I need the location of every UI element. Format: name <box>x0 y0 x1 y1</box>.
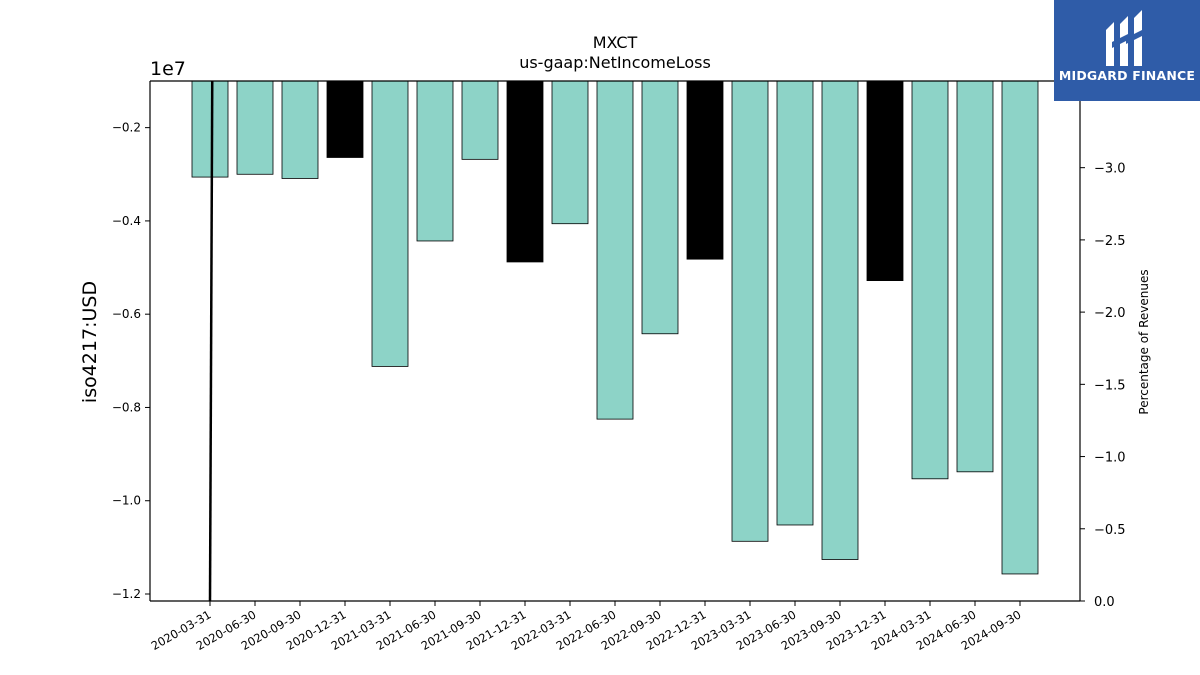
bar <box>191 80 229 178</box>
bar <box>956 80 994 473</box>
y2-tick-label: −2.0 <box>1094 306 1126 321</box>
y-tick-label: −0.4 <box>112 214 141 228</box>
bar <box>821 80 859 560</box>
bar <box>371 80 409 367</box>
bar <box>686 80 724 260</box>
mf-monogram-icon <box>1106 10 1142 66</box>
bar <box>551 80 589 225</box>
bar <box>776 80 814 526</box>
y2-tick-label: −1.0 <box>1094 451 1126 466</box>
bar <box>506 80 544 263</box>
y-tick-label: −0.8 <box>112 400 141 414</box>
percentage-line <box>208 80 214 602</box>
bar <box>1001 80 1039 575</box>
y2-tick-label: −1.5 <box>1094 378 1126 393</box>
bar <box>911 80 949 480</box>
chart-title: MXCT <box>593 33 638 52</box>
y-tick-label: −0.6 <box>112 307 141 321</box>
bar <box>731 80 769 542</box>
y2-tick-label: 0.0 <box>1094 595 1115 610</box>
bar <box>596 80 634 420</box>
y2-axis-label: Percentage of Revenues <box>1137 269 1151 414</box>
percentage-line-group <box>208 80 214 602</box>
bar <box>866 80 904 282</box>
logo-text: MIDGARD FINANCE <box>1058 68 1196 83</box>
y-offset-label: 1e7 <box>150 58 186 80</box>
y-axis-label: iso4217:USD <box>79 281 101 403</box>
bar <box>281 80 319 179</box>
y-tick-label: −0.2 <box>112 121 141 135</box>
bar <box>641 80 679 335</box>
bar <box>416 80 454 242</box>
bars-group <box>191 80 1039 575</box>
chart-subtitle: us-gaap:NetIncomeLoss <box>519 53 711 72</box>
bar <box>326 80 364 158</box>
logo: MIDGARD FINANCE <box>1054 0 1200 101</box>
y2-tick-label: −3.0 <box>1094 162 1126 177</box>
y-tick-label: −1.0 <box>112 494 141 508</box>
axes-group: −1.2 −1.0 −0.8 −0.6 −0.4 −0.2 0.0 −0.5 −1.0 −1.5 −… <box>112 80 1126 653</box>
y-tick-label: −1.2 <box>112 587 141 601</box>
bar <box>236 80 274 175</box>
y2-tick-label: −2.5 <box>1094 234 1126 249</box>
y2-tick-label: −0.5 <box>1094 523 1126 538</box>
bar <box>461 80 499 160</box>
